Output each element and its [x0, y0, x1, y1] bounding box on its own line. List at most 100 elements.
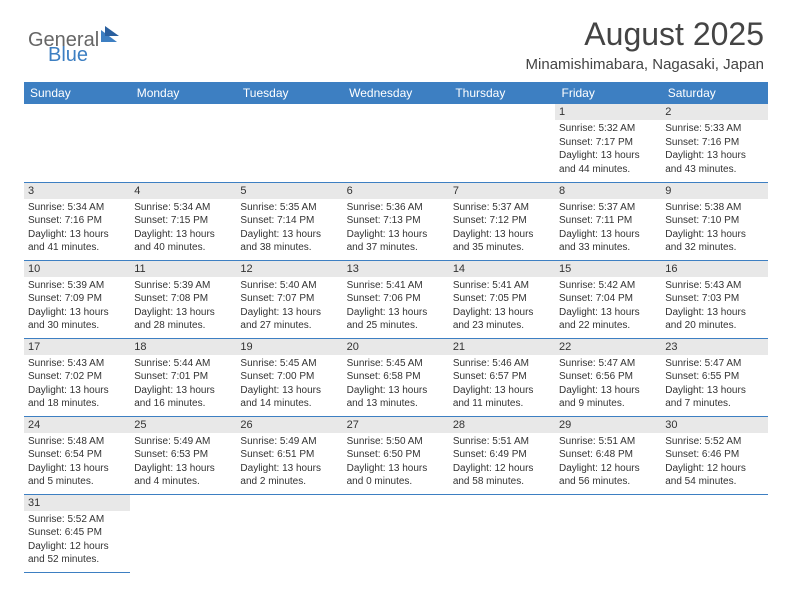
day-details: Sunrise: 5:43 AMSunset: 7:02 PMDaylight:…	[24, 355, 130, 413]
calendar-cell: 28Sunrise: 5:51 AMSunset: 6:49 PMDayligh…	[449, 416, 555, 494]
calendar-cell	[661, 494, 767, 572]
day-number: 3	[24, 183, 130, 199]
calendar-cell: 4Sunrise: 5:34 AMSunset: 7:15 PMDaylight…	[130, 182, 236, 260]
calendar-row: 1Sunrise: 5:32 AMSunset: 7:17 PMDaylight…	[24, 104, 768, 182]
day-details: Sunrise: 5:34 AMSunset: 7:16 PMDaylight:…	[24, 199, 130, 257]
day-details: Sunrise: 5:37 AMSunset: 7:11 PMDaylight:…	[555, 199, 661, 257]
day-number: 9	[661, 183, 767, 199]
day-details: Sunrise: 5:46 AMSunset: 6:57 PMDaylight:…	[449, 355, 555, 413]
calendar-cell: 3Sunrise: 5:34 AMSunset: 7:16 PMDaylight…	[24, 182, 130, 260]
calendar-cell	[130, 104, 236, 182]
day-details: Sunrise: 5:39 AMSunset: 7:09 PMDaylight:…	[24, 277, 130, 335]
day-number: 22	[555, 339, 661, 355]
day-number: 11	[130, 261, 236, 277]
col-thursday: Thursday	[449, 82, 555, 104]
day-number: 14	[449, 261, 555, 277]
day-number: 26	[236, 417, 342, 433]
calendar-row: 10Sunrise: 5:39 AMSunset: 7:09 PMDayligh…	[24, 260, 768, 338]
calendar-cell: 29Sunrise: 5:51 AMSunset: 6:48 PMDayligh…	[555, 416, 661, 494]
calendar-cell	[449, 104, 555, 182]
day-number: 2	[661, 104, 767, 120]
calendar-cell	[236, 494, 342, 572]
col-tuesday: Tuesday	[236, 82, 342, 104]
calendar-row: 24Sunrise: 5:48 AMSunset: 6:54 PMDayligh…	[24, 416, 768, 494]
calendar-cell: 21Sunrise: 5:46 AMSunset: 6:57 PMDayligh…	[449, 338, 555, 416]
calendar-cell: 19Sunrise: 5:45 AMSunset: 7:00 PMDayligh…	[236, 338, 342, 416]
calendar-cell	[449, 494, 555, 572]
day-number: 31	[24, 495, 130, 511]
calendar-cell: 27Sunrise: 5:50 AMSunset: 6:50 PMDayligh…	[343, 416, 449, 494]
col-friday: Friday	[555, 82, 661, 104]
calendar-cell: 10Sunrise: 5:39 AMSunset: 7:09 PMDayligh…	[24, 260, 130, 338]
day-details: Sunrise: 5:34 AMSunset: 7:15 PMDaylight:…	[130, 199, 236, 257]
calendar-cell: 23Sunrise: 5:47 AMSunset: 6:55 PMDayligh…	[661, 338, 767, 416]
day-number: 7	[449, 183, 555, 199]
day-details: Sunrise: 5:51 AMSunset: 6:48 PMDaylight:…	[555, 433, 661, 491]
day-number: 10	[24, 261, 130, 277]
day-details: Sunrise: 5:47 AMSunset: 6:55 PMDaylight:…	[661, 355, 767, 413]
day-details: Sunrise: 5:52 AMSunset: 6:46 PMDaylight:…	[661, 433, 767, 491]
day-number: 20	[343, 339, 449, 355]
calendar-cell: 11Sunrise: 5:39 AMSunset: 7:08 PMDayligh…	[130, 260, 236, 338]
day-details: Sunrise: 5:40 AMSunset: 7:07 PMDaylight:…	[236, 277, 342, 335]
day-details: Sunrise: 5:42 AMSunset: 7:04 PMDaylight:…	[555, 277, 661, 335]
day-number: 21	[449, 339, 555, 355]
calendar-cell: 18Sunrise: 5:44 AMSunset: 7:01 PMDayligh…	[130, 338, 236, 416]
calendar-cell: 14Sunrise: 5:41 AMSunset: 7:05 PMDayligh…	[449, 260, 555, 338]
calendar-cell: 13Sunrise: 5:41 AMSunset: 7:06 PMDayligh…	[343, 260, 449, 338]
day-details: Sunrise: 5:50 AMSunset: 6:50 PMDaylight:…	[343, 433, 449, 491]
day-number: 27	[343, 417, 449, 433]
logo-text-2: Blue	[48, 44, 88, 67]
day-number: 28	[449, 417, 555, 433]
calendar-cell: 20Sunrise: 5:45 AMSunset: 6:58 PMDayligh…	[343, 338, 449, 416]
calendar-cell	[555, 494, 661, 572]
day-number: 15	[555, 261, 661, 277]
calendar-cell	[343, 104, 449, 182]
day-number: 24	[24, 417, 130, 433]
calendar-table: Sunday Monday Tuesday Wednesday Thursday…	[24, 82, 768, 573]
day-details: Sunrise: 5:36 AMSunset: 7:13 PMDaylight:…	[343, 199, 449, 257]
day-details: Sunrise: 5:38 AMSunset: 7:10 PMDaylight:…	[661, 199, 767, 257]
day-number: 12	[236, 261, 342, 277]
calendar-row: 31Sunrise: 5:52 AMSunset: 6:45 PMDayligh…	[24, 494, 768, 572]
day-number: 13	[343, 261, 449, 277]
day-number: 29	[555, 417, 661, 433]
day-details: Sunrise: 5:35 AMSunset: 7:14 PMDaylight:…	[236, 199, 342, 257]
calendar-cell: 16Sunrise: 5:43 AMSunset: 7:03 PMDayligh…	[661, 260, 767, 338]
day-number: 4	[130, 183, 236, 199]
day-details: Sunrise: 5:48 AMSunset: 6:54 PMDaylight:…	[24, 433, 130, 491]
day-details: Sunrise: 5:51 AMSunset: 6:49 PMDaylight:…	[449, 433, 555, 491]
day-number: 6	[343, 183, 449, 199]
day-number: 19	[236, 339, 342, 355]
day-details: Sunrise: 5:44 AMSunset: 7:01 PMDaylight:…	[130, 355, 236, 413]
day-details: Sunrise: 5:43 AMSunset: 7:03 PMDaylight:…	[661, 277, 767, 335]
day-details: Sunrise: 5:41 AMSunset: 7:05 PMDaylight:…	[449, 277, 555, 335]
day-details: Sunrise: 5:45 AMSunset: 7:00 PMDaylight:…	[236, 355, 342, 413]
calendar-cell: 30Sunrise: 5:52 AMSunset: 6:46 PMDayligh…	[661, 416, 767, 494]
calendar-cell	[236, 104, 342, 182]
day-number: 16	[661, 261, 767, 277]
day-details: Sunrise: 5:49 AMSunset: 6:51 PMDaylight:…	[236, 433, 342, 491]
calendar-cell: 26Sunrise: 5:49 AMSunset: 6:51 PMDayligh…	[236, 416, 342, 494]
logo-flag-icon	[101, 26, 123, 42]
calendar-cell: 24Sunrise: 5:48 AMSunset: 6:54 PMDayligh…	[24, 416, 130, 494]
day-details: Sunrise: 5:33 AMSunset: 7:16 PMDaylight:…	[661, 120, 767, 178]
day-details: Sunrise: 5:37 AMSunset: 7:12 PMDaylight:…	[449, 199, 555, 257]
calendar-header-row: Sunday Monday Tuesday Wednesday Thursday…	[24, 82, 768, 104]
calendar-cell: 1Sunrise: 5:32 AMSunset: 7:17 PMDaylight…	[555, 104, 661, 182]
day-details: Sunrise: 5:47 AMSunset: 6:56 PMDaylight:…	[555, 355, 661, 413]
day-details: Sunrise: 5:45 AMSunset: 6:58 PMDaylight:…	[343, 355, 449, 413]
calendar-cell	[343, 494, 449, 572]
calendar-cell: 2Sunrise: 5:33 AMSunset: 7:16 PMDaylight…	[661, 104, 767, 182]
day-number: 1	[555, 104, 661, 120]
calendar-cell: 5Sunrise: 5:35 AMSunset: 7:14 PMDaylight…	[236, 182, 342, 260]
day-number: 18	[130, 339, 236, 355]
day-details: Sunrise: 5:49 AMSunset: 6:53 PMDaylight:…	[130, 433, 236, 491]
calendar-row: 17Sunrise: 5:43 AMSunset: 7:02 PMDayligh…	[24, 338, 768, 416]
calendar-cell: 17Sunrise: 5:43 AMSunset: 7:02 PMDayligh…	[24, 338, 130, 416]
calendar-cell: 6Sunrise: 5:36 AMSunset: 7:13 PMDaylight…	[343, 182, 449, 260]
calendar-cell: 15Sunrise: 5:42 AMSunset: 7:04 PMDayligh…	[555, 260, 661, 338]
day-number: 17	[24, 339, 130, 355]
calendar-cell: 22Sunrise: 5:47 AMSunset: 6:56 PMDayligh…	[555, 338, 661, 416]
calendar-cell: 7Sunrise: 5:37 AMSunset: 7:12 PMDaylight…	[449, 182, 555, 260]
